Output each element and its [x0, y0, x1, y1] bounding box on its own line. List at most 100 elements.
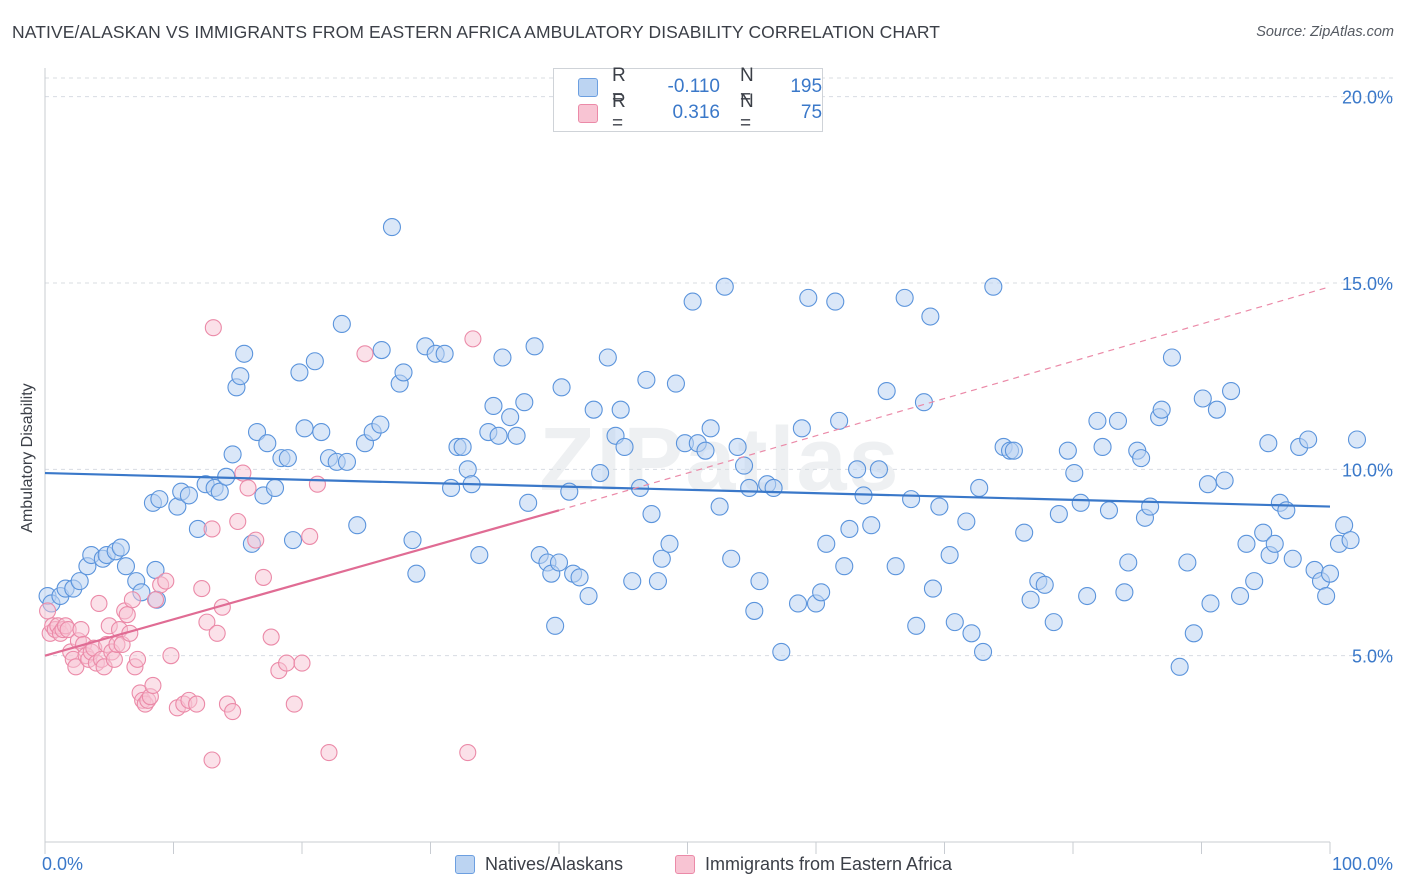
data-point-natives [923, 579, 942, 598]
data-point-natives [1049, 504, 1068, 524]
data-point-immigrants [144, 676, 162, 695]
data-point-natives [1347, 430, 1367, 449]
data-point-natives [584, 400, 603, 419]
data-point-natives [403, 531, 422, 550]
data-point-natives [1222, 382, 1241, 401]
data-point-natives [1320, 564, 1340, 583]
data-point-natives [372, 341, 391, 360]
data-point-natives [179, 486, 198, 505]
data-point-natives [1193, 389, 1212, 408]
data-point-immigrants [229, 512, 247, 531]
data-point-immigrants [39, 602, 57, 620]
data-point-natives [525, 337, 544, 356]
data-point-natives [710, 497, 729, 516]
data-point-natives [258, 434, 277, 453]
data-point-natives [869, 460, 889, 479]
data-point-natives [591, 463, 610, 483]
data-point-natives [886, 557, 905, 576]
data-point-immigrants [254, 568, 273, 586]
data-point-natives [826, 292, 845, 311]
data-point-natives [734, 456, 754, 475]
legend-r-value: 0.316 [672, 102, 720, 123]
data-point-natives [1108, 411, 1128, 430]
data-point-natives [1088, 411, 1107, 430]
data-point-immigrants [203, 520, 221, 538]
y-tick-label: 15.0% [1342, 274, 1393, 294]
data-point-immigrants [459, 744, 477, 762]
data-point-natives [835, 557, 854, 576]
data-point-immigrants [308, 475, 326, 493]
data-point-natives [278, 449, 297, 468]
data-point-natives [484, 396, 503, 416]
data-point-natives [1078, 586, 1097, 606]
data-point-natives [970, 478, 989, 498]
data-point-natives [1065, 463, 1084, 483]
data-point-immigrants [188, 695, 206, 713]
data-point-natives [611, 400, 630, 419]
data-point-natives [1184, 624, 1203, 643]
data-point-natives [1198, 475, 1217, 494]
data-point-natives [458, 460, 477, 479]
y-tick-label: 20.0% [1342, 88, 1393, 108]
trend-line-immigrants-extended [558, 286, 1331, 511]
data-point-immigrants [356, 345, 374, 363]
data-point-natives [940, 545, 959, 565]
data-point-natives [1170, 657, 1189, 676]
data-point-immigrants [123, 591, 141, 609]
data-point-natives [1132, 449, 1151, 468]
data-point-natives [552, 378, 571, 397]
data-point-natives [902, 490, 921, 509]
data-point-natives [772, 642, 791, 661]
data-point-natives [715, 277, 734, 296]
source-label: Source: ZipAtlas.com [1256, 24, 1394, 40]
legend-n-label: N = [739, 65, 754, 108]
data-point-natives [788, 594, 808, 613]
data-point-immigrants [193, 580, 211, 598]
data-point-natives [1317, 586, 1336, 606]
legend-swatch-pink [675, 854, 695, 874]
y-axis-label: Ambulatory Disability [19, 383, 36, 533]
data-point-natives [1152, 400, 1171, 419]
data-point-natives [848, 460, 867, 479]
data-point-natives [962, 624, 981, 643]
legend-row-natives: R = -0.110 N = 195 [578, 65, 822, 108]
data-point-natives [265, 478, 285, 498]
data-point-natives [1283, 549, 1302, 568]
legend-label-immigrants: Immigrants from Eastern Africa [705, 853, 953, 874]
series-immigrants-points [39, 319, 482, 769]
data-point-natives [1015, 523, 1034, 542]
data-point-natives [150, 490, 169, 509]
data-point-natives [598, 348, 617, 367]
data-point-immigrants [293, 654, 311, 672]
legend-swatch-pink [578, 103, 598, 123]
data-point-natives [1341, 531, 1360, 550]
data-point-natives [70, 572, 89, 591]
legend-row-immigrants: R = 0.316 N = 75 [578, 91, 822, 134]
data-point-natives [507, 426, 526, 445]
data-point-natives [1058, 441, 1077, 460]
data-point-natives [519, 493, 538, 512]
data-point-natives [1231, 586, 1250, 606]
data-point-natives [348, 516, 367, 535]
legend-swatch-blue [455, 854, 475, 874]
data-point-natives [1115, 583, 1134, 602]
data-point-natives [1071, 493, 1090, 512]
data-point-immigrants [157, 572, 175, 590]
data-point-natives [637, 370, 656, 389]
data-point-natives [817, 534, 836, 553]
data-point-natives [312, 422, 331, 442]
data-point-natives [546, 616, 565, 635]
data-point-natives [1207, 400, 1226, 419]
data-point-natives [728, 437, 747, 457]
axes [44, 68, 1331, 854]
legend-r-label: R = [611, 65, 626, 108]
data-point-natives [453, 437, 472, 457]
trend-line-natives [44, 471, 1331, 508]
data-point-natives [295, 419, 314, 438]
data-point-natives [515, 393, 534, 412]
data-point-natives [231, 367, 250, 386]
data-point-natives [116, 557, 136, 576]
data-point-natives [290, 363, 309, 382]
data-point-natives [862, 516, 881, 535]
data-point-natives [642, 504, 661, 524]
